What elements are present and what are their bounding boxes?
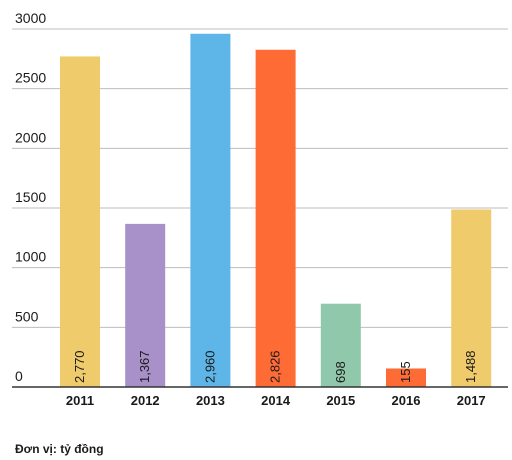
x-tick-label-2012: 2012 [131,393,160,408]
y-tick-label: 500 [15,308,39,324]
bar-2012 [125,223,166,387]
data-label-2014: 2,826 [268,350,283,383]
bars [60,33,492,388]
data-label-2015: 698 [333,361,348,383]
x-tick-label-2015: 2015 [326,393,355,408]
data-label-2017: 1,488 [463,350,478,383]
bar-2015 [320,303,361,387]
y-tick-label: 2000 [15,129,46,145]
unit-note: Đơn vị: tỷ đồng [15,442,104,456]
x-tick-label-2013: 2013 [196,393,225,408]
data-labels: 2,770 1,367 2,960 2,826 698 155 1,488 [72,350,478,383]
bar-2014 [255,49,296,387]
y-tick-label: 3000 [15,10,46,26]
x-tick-label-2017: 2017 [457,393,486,408]
bar-2013 [190,33,231,387]
x-axis-ticks: 2011 2012 2013 2014 2015 2016 2017 [66,393,486,408]
data-label-2012: 1,367 [137,350,152,383]
data-label-2016: 155 [398,361,413,383]
bar-2011 [60,56,100,388]
data-label-2013: 2,960 [202,350,217,383]
x-tick-label-2016: 2016 [392,393,421,408]
x-tick-label-2011: 2011 [66,393,94,408]
bar-2017 [451,209,492,387]
y-axis-ticks: 0 500 1000 1500 2000 2500 3000 [15,10,46,384]
y-tick-label: 1000 [15,249,46,265]
bar-chart: 0 500 1000 1500 2000 2500 3000 2,770 1,367 2,960… [12,10,508,408]
data-label-2011: 2,770 [72,350,87,383]
y-tick-label: 1500 [15,189,46,205]
y-tick-label: 2500 [15,70,46,86]
y-tick-label: 0 [15,368,23,384]
bar-2016 [386,368,426,387]
x-tick-label-2014: 2014 [261,393,291,408]
